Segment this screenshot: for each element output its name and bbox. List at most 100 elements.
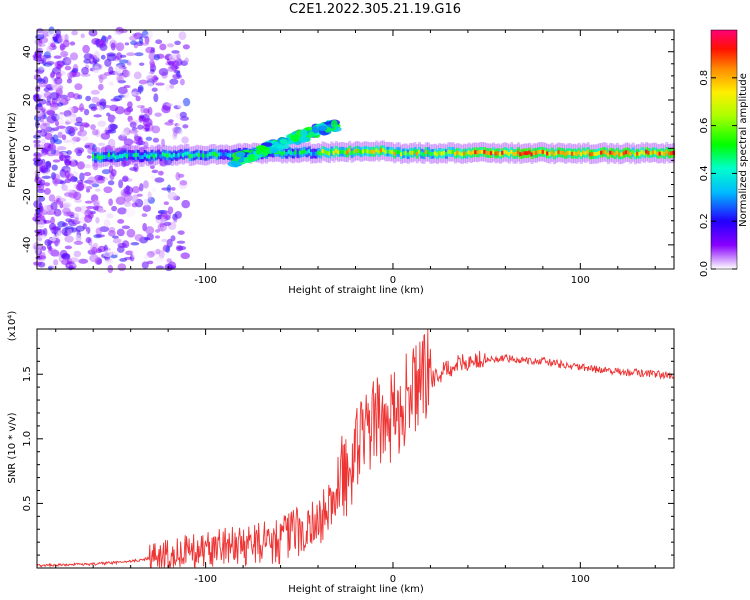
spectrogram-cell [373,150,377,154]
spectrogram-cell [647,150,651,155]
spectrogram-cell [103,249,113,258]
spectrogram-cell [74,218,79,224]
spectrogram-cell [300,129,308,137]
spectrogram-cell [107,153,111,157]
spectrogram-cell [154,256,164,263]
spectrogram-cell [150,152,154,157]
spectrogram-cell [186,151,190,156]
spectrogram-cell [50,144,56,153]
spectrogram-cell [44,182,51,187]
spectrogram-cell [507,152,511,156]
spectrogram-cell [166,238,173,248]
spectrogram-cell [112,251,117,256]
spectrogram-cell [663,152,667,157]
spectrogram-cell [67,228,73,236]
spectrogram-cell [127,152,131,157]
spectrogram-cell [188,154,192,159]
spectrogram-ytick-label: -20 [22,188,33,204]
spectrogram-cell [44,238,52,246]
spectrogram-cell [255,144,267,151]
spectrogram-cell [215,153,219,158]
spectrogram-cell [141,155,145,159]
spectrogram-cell [153,93,159,103]
spectrogram-cell [217,152,221,157]
spectrogram-cell [638,152,642,156]
spectrogram-cell [36,255,47,260]
spectrogram-cell [121,159,127,168]
spectrogram-cell [224,152,228,156]
spectrogram-cell [55,252,61,257]
spectrogram-cell [141,213,148,218]
colorbar-tick-label: 0.0 [699,261,710,277]
spectrogram-cell [92,129,99,136]
spectrogram-cell [131,202,138,208]
spectrogram-cell [77,129,87,137]
spectrogram-cell [328,151,332,156]
spectrogram-cell [170,235,176,242]
spectrogram-cell [154,112,162,117]
spectrogram-cell [420,151,424,156]
spectrogram-cell [190,154,194,158]
spectrogram-cell [496,151,500,155]
spectrogram-cell [65,97,71,102]
spectrogram-cell [505,150,509,155]
spectrogram-cell [323,149,327,154]
spectrogram-cell [444,152,448,156]
spectrogram-cell [539,149,543,154]
spectrogram-cell [125,154,129,159]
spectrogram-cell [292,151,296,156]
spectrogram-cell [139,36,144,45]
spectrogram-cell [64,65,72,71]
spectrogram-cell [130,40,138,46]
spectrogram-cell [151,169,159,174]
spectrogram-cell [137,86,143,92]
spectrogram-cell [177,152,181,157]
spectrogram-cell [435,152,439,157]
spectrogram-cell [134,233,144,242]
spectrogram-cell [167,65,176,72]
spectrogram-cell [352,149,356,154]
spectrogram-cell [618,152,622,157]
spectrogram-cell [310,152,314,156]
spectrogram-cell [41,245,47,251]
spectrogram-cell [498,152,502,157]
spectrogram-cell [58,85,64,91]
snr-line [36,329,675,569]
spectrogram-cell [469,151,473,156]
spectrogram-cell [60,253,71,260]
spectrogram-cell [73,240,84,245]
spectrogram-cell [117,263,127,272]
spectrogram-cell [166,43,175,48]
spectrogram-cell [46,110,56,116]
spectrogram-cell [55,120,60,127]
spectrogram-cell [154,177,165,183]
spectrogram-cell [104,259,114,265]
spectrogram-cell [595,152,599,156]
colorbar-tick-label: 0.4 [699,165,710,181]
spectrogram-cell [64,245,73,250]
spectrogram-cell [91,246,98,255]
spectrogram-cell [159,43,167,51]
spectrogram-cell [179,78,185,86]
spectrogram-cell [53,259,59,266]
spectrogram-cell [660,150,664,155]
spectrogram-cell [166,184,172,193]
spectrogram-cell [480,149,484,154]
spectrogram-cell [149,165,155,170]
spectrogram-cell [115,196,126,205]
spectrogram-cell [400,152,404,157]
spectrogram-cell [168,119,174,123]
spectrogram-cell [69,52,79,61]
spectrogram-cell [206,153,210,158]
spectrogram-cell [159,154,163,159]
spectrogram-cell [651,150,655,155]
spectrogram-cell [235,152,246,158]
spectrogram-cell [57,98,66,103]
spectrogram-xtick-label: 100 [571,275,590,286]
spectrogram-cell [61,222,68,227]
spectrogram-cell [106,112,111,117]
spectrogram-cell [148,71,155,75]
spectrogram-cell [52,226,62,231]
spectrogram-cell [106,53,117,62]
